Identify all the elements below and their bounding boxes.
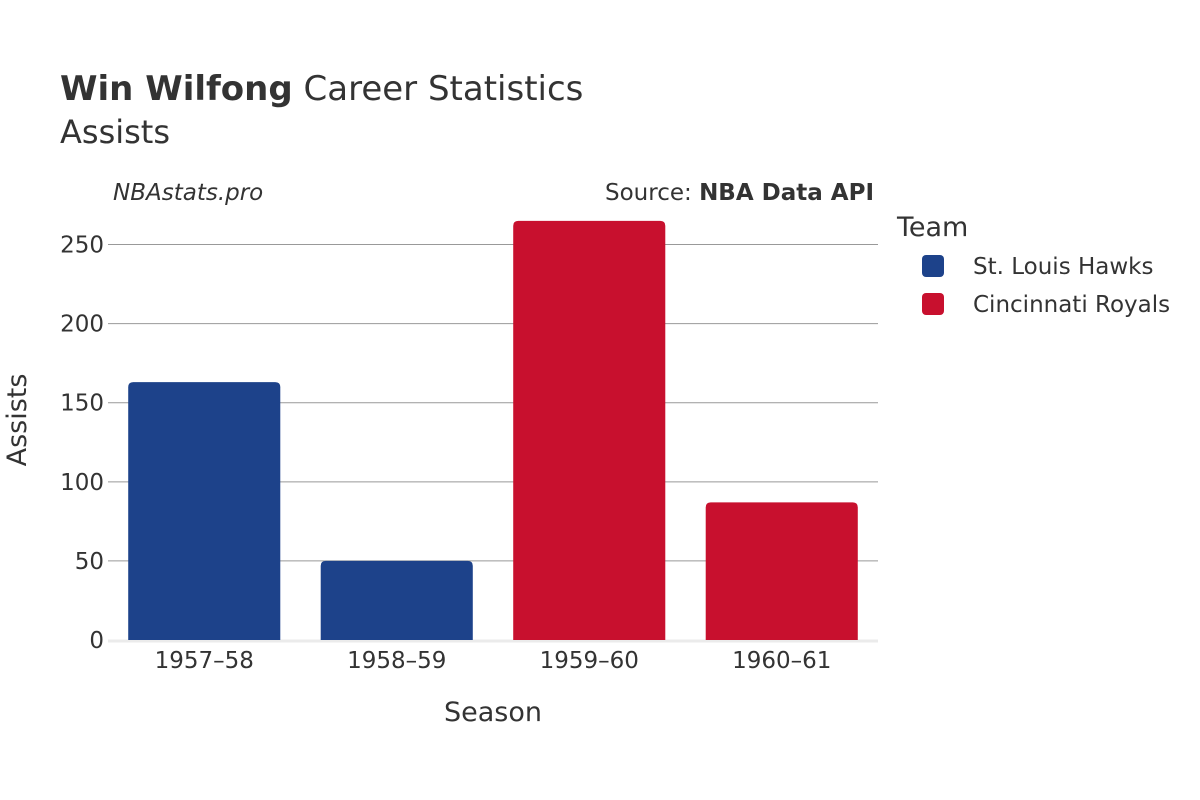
credit-site: NBAstats.pro bbox=[113, 180, 263, 206]
chart-title-player: Win Wilfong bbox=[60, 69, 293, 109]
x-axis-title: Season bbox=[444, 697, 542, 728]
bars bbox=[128, 220, 858, 640]
legend-swatch bbox=[922, 255, 944, 277]
legend-title: Team bbox=[896, 212, 968, 243]
y-tick-label: 50 bbox=[75, 549, 104, 575]
credit-source-prefix: Source: bbox=[605, 180, 692, 206]
legend-label: St. Louis Hawks bbox=[973, 254, 1154, 280]
x-tick-label: 1957–58 bbox=[155, 648, 254, 674]
credit-source-name: NBA Data API bbox=[699, 180, 874, 206]
legend-label: Cincinnati Royals bbox=[973, 292, 1170, 318]
x-tick-label: 1959–60 bbox=[540, 648, 639, 674]
chart-title: Win Wilfong Career Statistics bbox=[60, 69, 583, 109]
y-axis-ticks: 0 50 100 150 200 250 bbox=[60, 233, 104, 654]
chart-subtitle: Assists bbox=[60, 113, 170, 151]
y-tick-label: 250 bbox=[60, 233, 104, 259]
y-axis-title: Assists bbox=[2, 374, 33, 467]
y-tick-label: 150 bbox=[60, 391, 104, 417]
y-tick-label: 0 bbox=[89, 628, 104, 654]
bar-1958–59 bbox=[320, 560, 473, 640]
x-tick-label: 1960–61 bbox=[732, 648, 831, 674]
bar-1957–58 bbox=[128, 382, 281, 640]
chart-title-rest: Career Statistics bbox=[304, 69, 584, 109]
x-tick-label: 1958–59 bbox=[347, 648, 446, 674]
bar-1959–60 bbox=[513, 220, 666, 640]
x-axis-ticks: 1957–58 1958–59 1959–60 1960–61 bbox=[155, 648, 832, 674]
legend-swatch bbox=[922, 293, 944, 315]
bar-1960–61 bbox=[705, 502, 858, 640]
y-tick-label: 200 bbox=[60, 312, 104, 338]
credit-source: Source: NBA Data API bbox=[605, 180, 874, 206]
y-tick-label: 100 bbox=[60, 470, 104, 496]
legend: Team St. Louis Hawks Cincinnati Royals bbox=[896, 212, 1170, 318]
